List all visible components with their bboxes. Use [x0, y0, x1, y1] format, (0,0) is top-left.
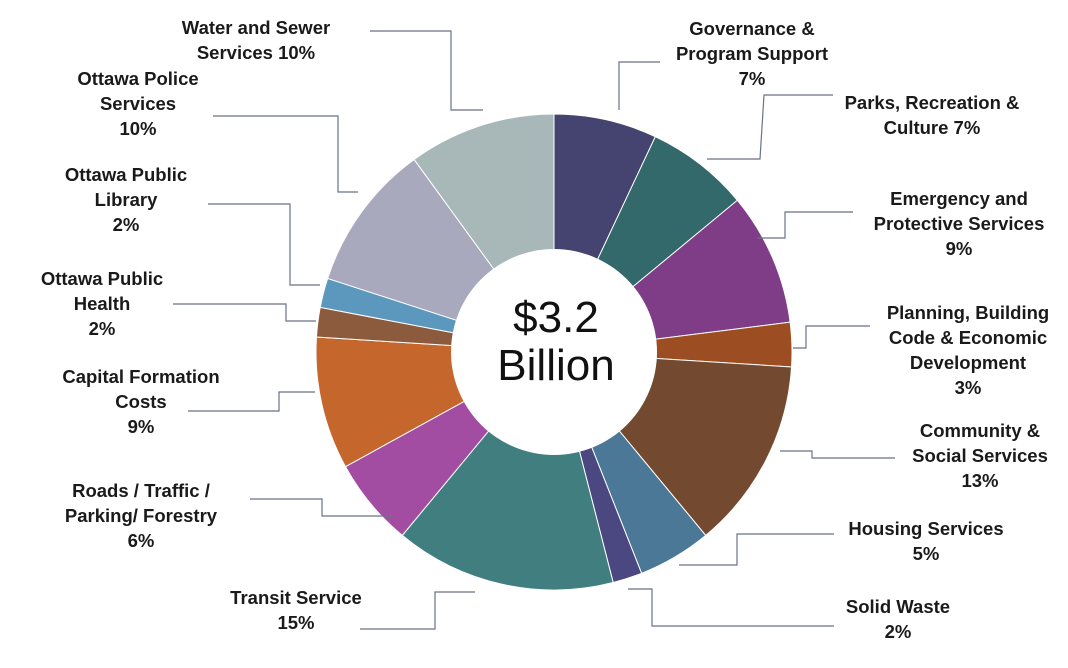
leader-line-water-and-sewer-services: [370, 30, 483, 111]
slice-label-line: Services: [100, 93, 176, 114]
slice-label-capital-formation-costs: Capital Formation Costs 9%: [62, 366, 219, 437]
slice-label-line: Planning, Building: [887, 302, 1049, 323]
slice-label-ottawa-public-health: Ottawa Public Health 2%: [41, 268, 163, 339]
slice-label-line: 6%: [128, 530, 155, 551]
slice-label-line: 2%: [89, 318, 116, 339]
center-label-amount: $3.2: [513, 293, 599, 342]
slice-label-line: Solid Waste: [846, 596, 950, 617]
slice-label-line: Library: [95, 189, 158, 210]
slice-label-line: Social Services: [912, 445, 1048, 466]
slice-label-governance-program-support: Governance & Program Support 7%: [676, 18, 828, 89]
leader-line-transit-service: [360, 591, 475, 630]
slice-label-line: Program Support: [676, 43, 828, 64]
slice-label-ottawa-public-library: Ottawa Public Library 2%: [65, 164, 187, 235]
leader-line-roads-traffic-parking-forestry: [250, 498, 394, 517]
slice-label-emergency-and-protective-services: Emergency and Protective Services 9%: [874, 188, 1045, 259]
slice-label-line: 5%: [913, 543, 940, 564]
leader-line-ottawa-public-health: [173, 303, 316, 322]
slice-label-line: 9%: [946, 238, 973, 259]
leader-lines-group: [173, 30, 895, 630]
leader-line-solid-waste: [628, 588, 834, 627]
slice-label-line: Emergency and: [890, 188, 1028, 209]
slice-label-transit-service: Transit Service 15%: [230, 587, 362, 633]
leader-line-community-social-services: [780, 450, 895, 459]
slice-label-line: Services 10%: [197, 42, 315, 63]
slice-label-parks-recreation-culture: Parks, Recreation & Culture 7%: [845, 92, 1020, 138]
slice-label-line: 2%: [885, 621, 912, 642]
slice-label-line: 10%: [119, 118, 156, 139]
slice-label-line: 7%: [739, 68, 766, 89]
donut-hole: [451, 249, 657, 455]
leader-line-governance-program-support: [618, 61, 660, 110]
slice-label-water-and-sewer-services: Water and Sewer Services 10%: [182, 17, 330, 63]
slice-label-line: Development: [910, 352, 1026, 373]
slice-label-line: 2%: [113, 214, 140, 235]
slice-label-line: Health: [74, 293, 131, 314]
leader-line-ottawa-public-library: [208, 203, 320, 286]
leader-line-housing-services: [679, 533, 834, 566]
slice-label-line: Parks, Recreation &: [845, 92, 1020, 113]
slice-label-roads-traffic-parking-forestry: Roads / Traffic / Parking/ Forestry 6%: [65, 480, 218, 551]
slice-label-line: Community &: [920, 420, 1040, 441]
slice-label-line: Protective Services: [874, 213, 1045, 234]
leader-line-planning-building-code-economic-development: [793, 325, 870, 349]
slice-label-planning-building-code-economic-development: Planning, Building Code & Economic Develop…: [887, 302, 1049, 398]
slice-label-line: Housing Services: [848, 518, 1003, 539]
leader-line-capital-formation-costs: [188, 391, 315, 412]
slice-label-line: Capital Formation: [62, 366, 219, 387]
leader-line-ottawa-police-services: [213, 115, 358, 193]
slice-label-line: Water and Sewer: [182, 17, 330, 38]
slice-label-housing-services: Housing Services 5%: [848, 518, 1003, 564]
slice-label-line: 13%: [961, 470, 998, 491]
slice-label-line: Code & Economic: [889, 327, 1047, 348]
slice-label-line: Culture 7%: [884, 117, 981, 138]
slice-label-community-social-services: Community & Social Services 13%: [912, 420, 1048, 491]
slice-label-solid-waste: Solid Waste 2%: [846, 596, 950, 642]
slice-label-line: Governance &: [689, 18, 814, 39]
slice-label-line: Transit Service: [230, 587, 362, 608]
slice-label-line: Parking/ Forestry: [65, 505, 218, 526]
leader-line-emergency-and-protective-services: [757, 211, 853, 239]
slice-label-line: Ottawa Public: [41, 268, 163, 289]
slice-label-ottawa-police-services: Ottawa Police Services 10%: [77, 68, 198, 139]
center-label-unit: Billion: [497, 341, 614, 390]
slice-label-line: Costs: [115, 391, 166, 412]
slice-label-line: Ottawa Public: [65, 164, 187, 185]
slice-label-line: Ottawa Police: [77, 68, 198, 89]
slice-label-line: 9%: [128, 416, 155, 437]
slice-labels-group: Governance & Program Support 7% Parks, Recr…: [41, 17, 1049, 642]
leader-line-parks-recreation-culture: [707, 94, 833, 160]
slice-label-line: Roads / Traffic /: [72, 480, 210, 501]
slice-label-line: 15%: [277, 612, 314, 633]
slice-label-line: 3%: [955, 377, 982, 398]
